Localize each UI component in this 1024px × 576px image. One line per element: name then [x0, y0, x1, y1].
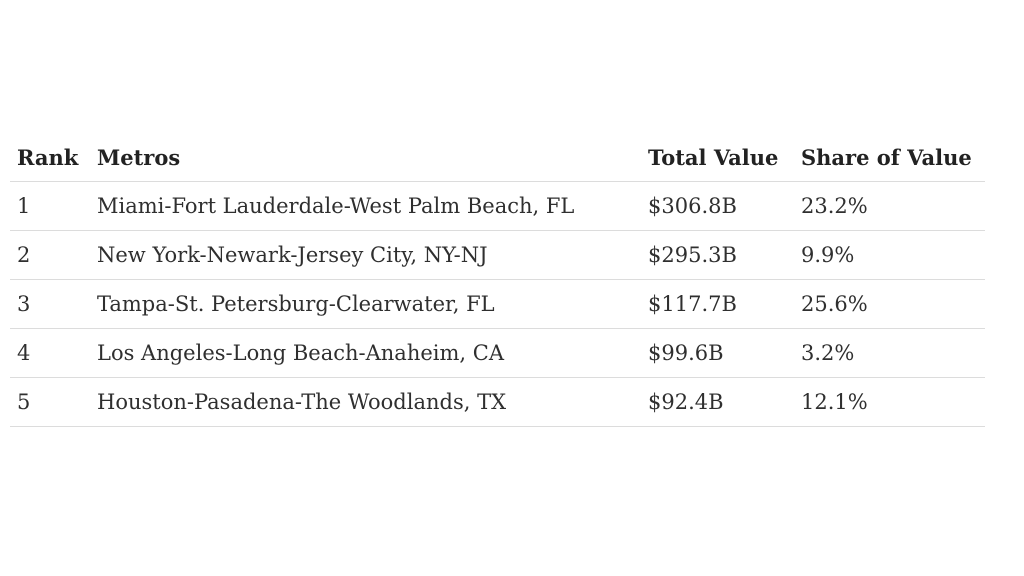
cell-total-value: $99.6B: [642, 328, 795, 378]
cell-metro: New York-Newark-Jersey City, NY-NJ: [89, 230, 642, 280]
cell-share-of-value: 12.1%: [795, 377, 985, 427]
cell-rank: 2: [10, 230, 89, 280]
header-share-of-value: Share of Value: [795, 133, 985, 182]
cell-share-of-value: 25.6%: [795, 279, 985, 329]
cell-share-of-value: 9.9%: [795, 230, 985, 280]
cell-metro: Los Angeles-Long Beach-Anaheim, CA: [89, 328, 642, 378]
cell-rank: 4: [10, 328, 89, 378]
cell-metro: Houston-Pasadena-The Woodlands, TX: [89, 377, 642, 427]
header-rank: Rank: [10, 133, 89, 182]
header-total-value: Total Value: [642, 133, 795, 182]
cell-rank: 3: [10, 279, 89, 329]
table-row: 5 Houston-Pasadena-The Woodlands, TX $92…: [10, 377, 985, 427]
table-row: 4 Los Angeles-Long Beach-Anaheim, CA $99…: [10, 328, 985, 378]
cell-share-of-value: 23.2%: [795, 181, 985, 231]
cell-rank: 5: [10, 377, 89, 427]
cell-total-value: $306.8B: [642, 181, 795, 231]
metros-value-table: Rank Metros Total Value Share of Value 1…: [10, 133, 985, 427]
cell-total-value: $295.3B: [642, 230, 795, 280]
table-row: 3 Tampa-St. Petersburg-Clearwater, FL $1…: [10, 279, 985, 329]
metros-table-container: Rank Metros Total Value Share of Value 1…: [10, 133, 985, 427]
header-metros: Metros: [89, 133, 642, 182]
table-row: 2 New York-Newark-Jersey City, NY-NJ $29…: [10, 230, 985, 280]
table-header-row: Rank Metros Total Value Share of Value: [10, 133, 985, 182]
cell-total-value: $117.7B: [642, 279, 795, 329]
cell-metro: Miami-Fort Lauderdale-West Palm Beach, F…: [89, 181, 642, 231]
cell-share-of-value: 3.2%: [795, 328, 985, 378]
table-row: 1 Miami-Fort Lauderdale-West Palm Beach,…: [10, 181, 985, 231]
cell-metro: Tampa-St. Petersburg-Clearwater, FL: [89, 279, 642, 329]
cell-total-value: $92.4B: [642, 377, 795, 427]
cell-rank: 1: [10, 181, 89, 231]
